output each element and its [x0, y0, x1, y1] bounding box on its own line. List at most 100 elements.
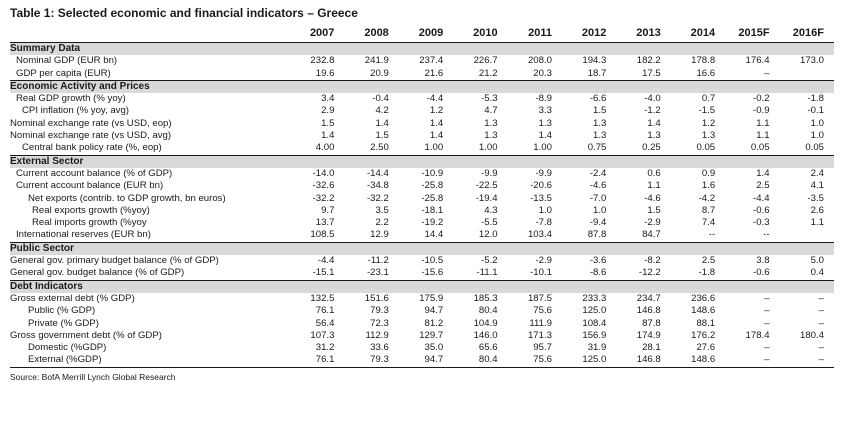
value-cell: 1.1: [756, 130, 770, 142]
table-row: Current account balance (% of GDP) -14.0 -…: [10, 168, 834, 180]
value-cell: -19.4: [475, 192, 498, 204]
value-cell: 1.3: [593, 117, 607, 129]
section-fill-cell: [561, 241, 617, 256]
value-cell: 1.00: [478, 142, 498, 154]
value-cell: -0.6: [753, 267, 770, 279]
value-cell: -10.9: [421, 167, 444, 179]
value-cell: 1.4: [647, 117, 661, 129]
value-cell: -13.5: [530, 192, 552, 204]
value-cell: 20.3: [533, 67, 552, 79]
value-cell: -4.2: [698, 192, 716, 204]
value-cell: 0.05: [696, 142, 716, 154]
row-label: Gross external debt (% GDP): [10, 292, 135, 304]
table-row: International reserves (EUR bn) 108.5 12.9…: [10, 229, 834, 242]
value-cell: 1.3: [593, 130, 607, 142]
value-cell: 1.0: [538, 204, 552, 216]
value-cell: 1.5: [647, 204, 661, 216]
value-cell: -12.2: [638, 267, 661, 279]
section-fill-cell: [725, 241, 780, 256]
section-fill-cell: [344, 279, 399, 293]
row-label: Real imports growth (%yoy: [32, 217, 147, 229]
column-header: 2015F: [725, 24, 780, 43]
value-cell: 112.9: [365, 329, 389, 341]
value-cell: 2.6: [810, 204, 824, 216]
value-cell: 108.4: [582, 317, 607, 329]
section-fill-cell: [290, 279, 345, 293]
value-cell: -8.6: [589, 267, 607, 279]
section-label: Economic Activity and Prices: [10, 79, 291, 94]
value-cell: 103.4: [527, 229, 552, 241]
section-fill-cell: [507, 42, 562, 56]
table-row: Nominal GDP (EUR bn) 232.8 241.9 237.4 226.7…: [10, 55, 834, 67]
value-cell: -32.6: [312, 180, 335, 192]
value-cell: 17.5: [642, 67, 661, 79]
value-cell: [780, 68, 834, 81]
value-cell: 107.3: [310, 329, 335, 341]
value-cell: 1.0: [810, 117, 824, 129]
value-cell: -4.4: [317, 255, 335, 267]
value-cell: 237.4: [419, 55, 444, 67]
value-cell: 108.5: [310, 229, 335, 241]
section-fill-cell: [398, 279, 454, 293]
value-cell: --: [763, 229, 770, 241]
value-cell: 1.3: [484, 117, 498, 129]
row-label: Net exports (contrib. to GDP growth, bn …: [28, 192, 226, 204]
value-cell: 148.6: [691, 305, 716, 317]
column-header: 2010: [453, 24, 508, 43]
section-fill-cell: [670, 279, 726, 293]
value-cell: 76.1: [315, 305, 335, 317]
row-label: Nominal exchange rate (vs USD, avg): [10, 130, 172, 142]
table-row: Real exports growth (%yoy) 9.7 3.5 -18.1 4.3…: [10, 205, 834, 217]
table-title: Table 1: Selected economic and financial…: [10, 6, 358, 20]
value-cell: 4.1: [810, 180, 824, 192]
section-fill-cell: [344, 42, 399, 56]
value-cell: 146.0: [473, 329, 498, 341]
value-cell: 76.1: [290, 354, 345, 368]
row-label: Current account balance (EUR bn): [16, 180, 164, 192]
value-cell: -2.9: [535, 255, 552, 267]
value-cell: -0.1: [807, 105, 824, 117]
value-cell: 88.1: [696, 317, 716, 329]
value-cell: 79.3: [344, 354, 399, 368]
value-cell: -7.8: [535, 217, 552, 229]
section-fill-cell: [453, 279, 508, 293]
value-cell: 1.1: [810, 217, 824, 229]
value-cell: 1.4: [321, 130, 335, 142]
value-cell: 132.5: [310, 292, 335, 304]
value-cell: 13.7: [315, 217, 335, 229]
value-cell: [780, 229, 834, 242]
value-cell: -18.1: [421, 204, 444, 216]
column-header: 2009: [398, 24, 454, 43]
section-fill-cell: [561, 42, 617, 56]
value-cell: 4.7: [484, 105, 498, 117]
value-cell: 75.6: [533, 305, 552, 317]
value-cell: 14.4: [424, 229, 444, 241]
value-cell: -0.4: [372, 93, 389, 105]
value-cell: 3.5: [375, 204, 389, 216]
value-cell: 0.9: [701, 167, 716, 179]
section-fill-cell: [616, 279, 671, 293]
value-cell: 80.4: [453, 354, 508, 368]
value-cell: 94.7: [398, 354, 454, 368]
value-cell: 21.6: [424, 67, 444, 79]
row-label: Nominal exchange rate (vs USD, eop): [10, 117, 172, 129]
value-cell: -5.3: [481, 93, 498, 105]
header-label-cell: [10, 24, 291, 43]
row-label: Real exports growth (%yoy): [32, 204, 150, 216]
value-cell: 0.75: [587, 142, 607, 154]
value-cell: 151.6: [364, 292, 389, 304]
table-row: Real GDP growth (% yoy) 3.4 -0.4 -4.4 -5.3 -8…: [10, 93, 834, 105]
value-cell: 1.00: [533, 142, 552, 154]
value-cell: -0.2: [753, 93, 770, 105]
value-cell: 232.8: [310, 55, 335, 67]
value-cell: 2.5: [756, 180, 770, 192]
table-row: Gross external debt (% GDP) 132.5 151.6 175…: [10, 293, 834, 305]
value-cell: -19.2: [421, 217, 444, 229]
section-fill-cell: [290, 42, 345, 56]
value-cell: 1.6: [701, 180, 716, 192]
value-cell: 2.9: [321, 105, 335, 117]
value-cell: 33.6: [370, 342, 389, 354]
value-cell: 0.05: [805, 142, 824, 154]
table-row: Central bank policy rate (%, eop) 4.00 2.5…: [10, 142, 834, 155]
value-cell: -14.0: [312, 167, 335, 179]
